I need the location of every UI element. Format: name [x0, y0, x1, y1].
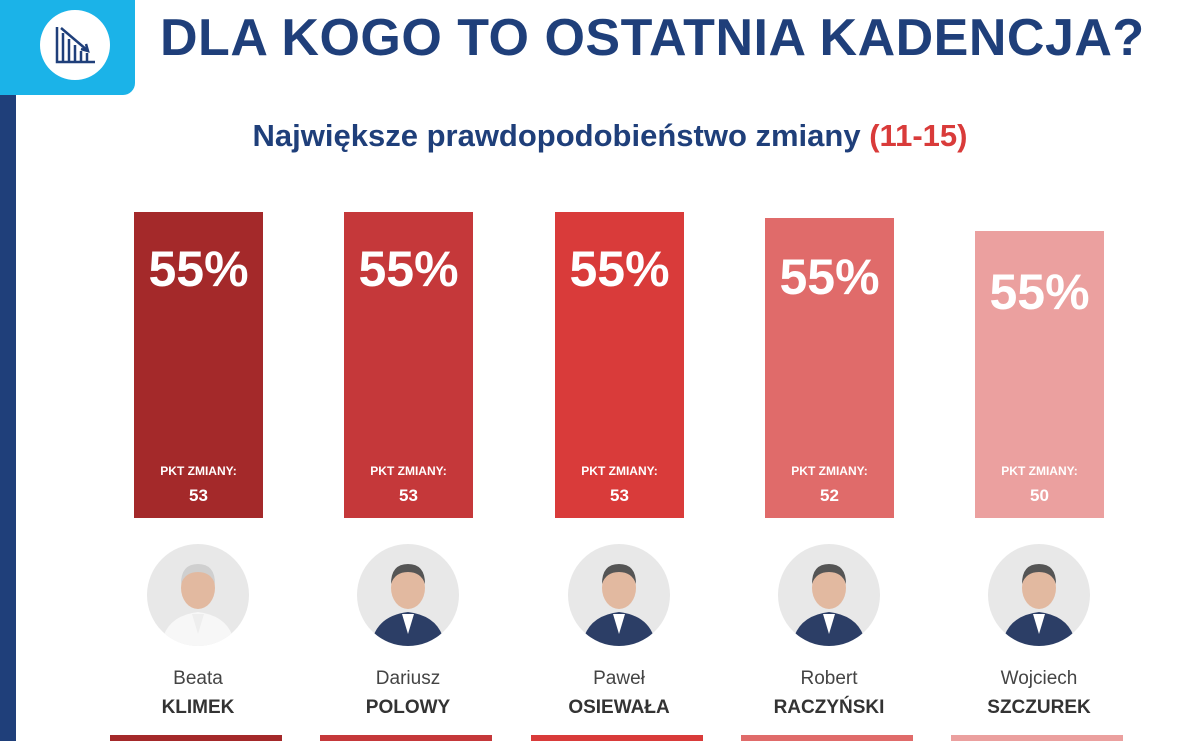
avatar	[147, 544, 249, 646]
bottom-strip	[951, 735, 1123, 741]
last-name: OSIEWAŁA	[568, 697, 670, 718]
subtitle-text: Największe prawdopodobieństwo zmiany	[252, 118, 861, 153]
percent-label: 55%	[358, 241, 459, 297]
avatar	[568, 544, 670, 646]
side-accent-bar	[0, 95, 16, 741]
avatar	[357, 544, 459, 646]
first-name: Robert	[800, 668, 858, 689]
pkt-value: 53	[399, 486, 418, 505]
pkt-label: PKT ZMIANY:	[1001, 464, 1078, 478]
percent-label: 55%	[569, 241, 670, 297]
avatar	[988, 544, 1090, 646]
pkt-label: PKT ZMIANY:	[791, 464, 868, 478]
bottom-strip	[741, 735, 913, 741]
bar: 55% PKT ZMIANY: 50	[975, 230, 1104, 518]
pkt-value: 53	[610, 486, 629, 505]
bottom-strip	[531, 735, 703, 741]
bottom-strip	[110, 735, 282, 741]
logo-badge	[0, 0, 135, 95]
pkt-label: PKT ZMIANY:	[581, 464, 658, 478]
last-name: POLOWY	[365, 697, 451, 718]
pkt-label: PKT ZMIANY:	[160, 464, 237, 478]
bar: 55% PKT ZMIANY: 53	[344, 212, 473, 518]
subtitle-range: (11-15)	[869, 118, 968, 153]
pkt-value: 53	[189, 486, 208, 505]
pkt-value: 50	[1030, 486, 1049, 505]
last-name: SZCZUREK	[987, 697, 1091, 718]
bar: 55% PKT ZMIANY: 52	[765, 218, 894, 518]
first-name: Beata	[173, 668, 223, 689]
bar: 55% PKT ZMIANY: 53	[555, 212, 684, 518]
page-title: DLA KOGO TO OSTATNIA KADENCJA?	[160, 9, 1145, 67]
pkt-label: PKT ZMIANY:	[370, 464, 447, 478]
first-name: Dariusz	[375, 668, 441, 689]
first-name: Wojciech	[1000, 668, 1078, 689]
declining-bar-chart-icon	[40, 10, 110, 80]
percent-label: 55%	[148, 241, 249, 297]
bottom-strip	[320, 735, 492, 741]
bar: 55% PKT ZMIANY: 53	[134, 212, 263, 518]
last-name: RACZYŃSKI	[773, 697, 885, 718]
first-name: Paweł	[593, 668, 645, 689]
last-name: KLIMEK	[161, 697, 235, 718]
percent-label: 55%	[779, 249, 880, 306]
percent-label: 55%	[989, 263, 1090, 320]
avatar	[778, 544, 880, 646]
pkt-value: 52	[820, 486, 839, 505]
subtitle: Największe prawdopodobieństwo zmiany (11…	[0, 118, 1200, 154]
